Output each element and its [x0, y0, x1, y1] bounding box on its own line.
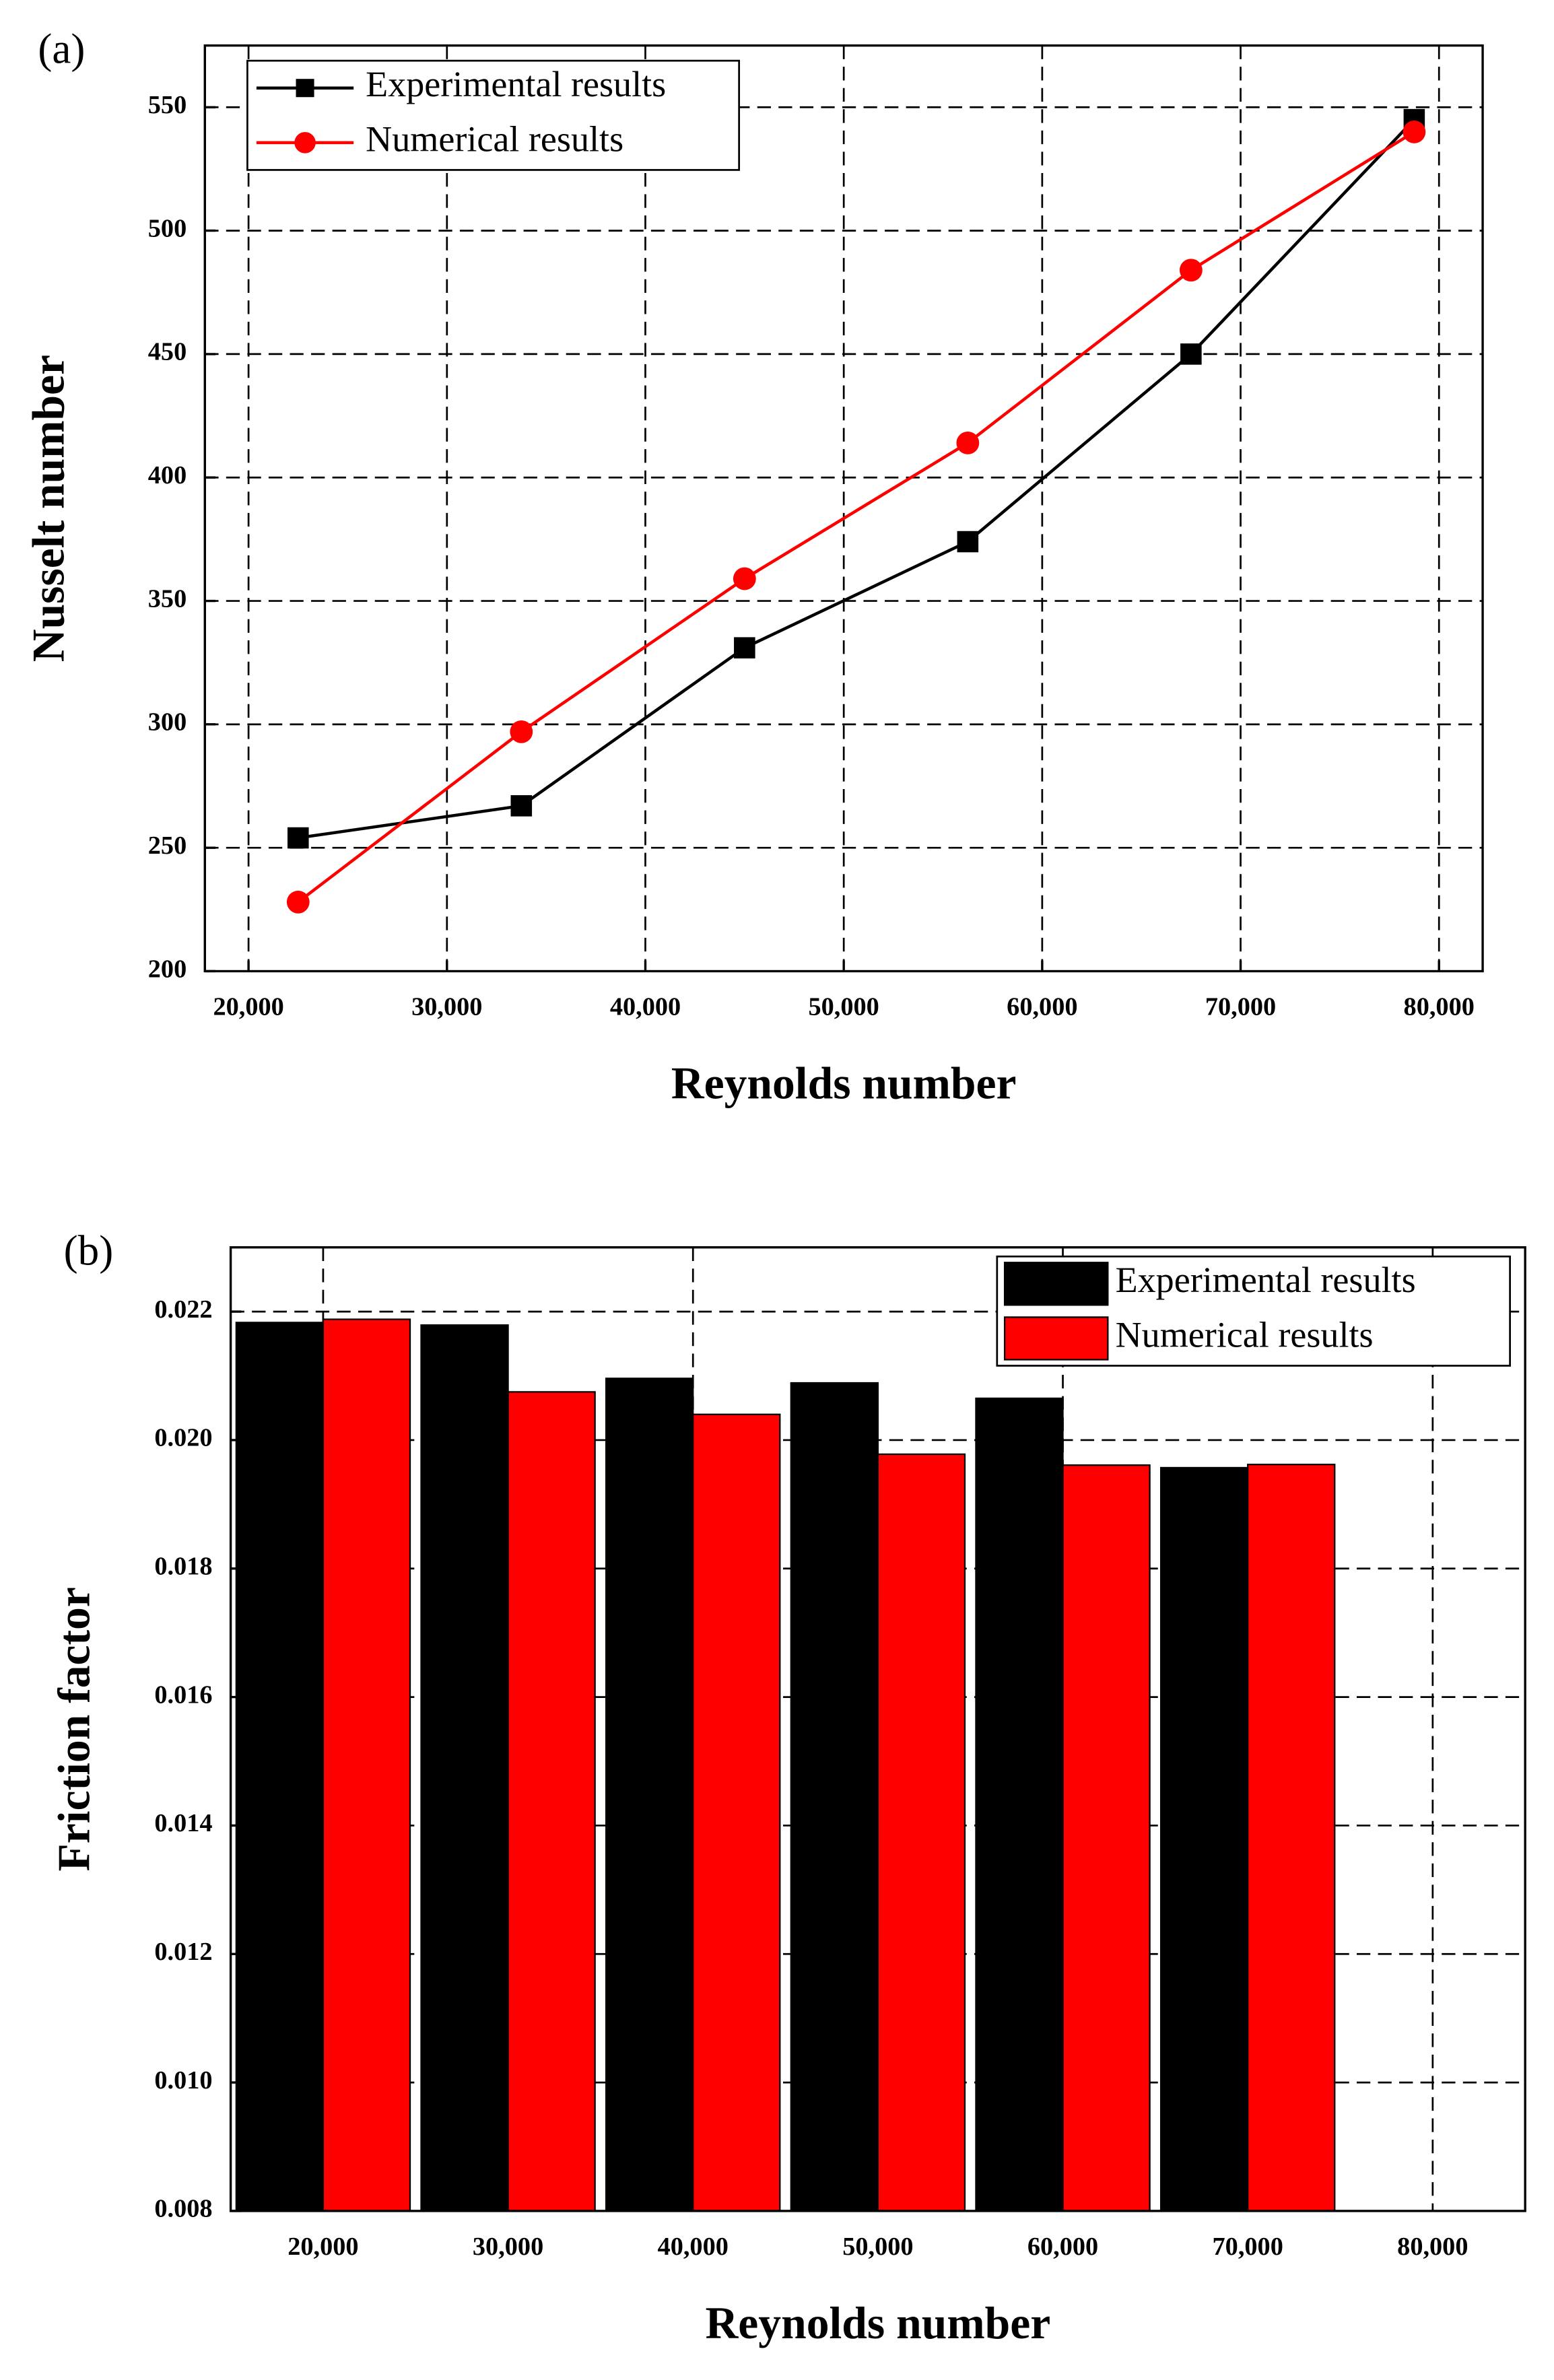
x-tick-label: 50,000 — [842, 2233, 913, 2261]
y-tick-label: 0.016 — [154, 1680, 212, 1709]
y-tick-label: 550 — [148, 91, 187, 119]
bar — [1159, 1466, 1249, 2212]
legend-label: Numerical results — [1116, 1314, 1374, 1355]
legend-marker — [294, 132, 316, 154]
x-tick-label: 40,000 — [658, 2233, 729, 2261]
y-tick-label: 0.020 — [154, 1424, 212, 1452]
bar — [420, 1324, 509, 2212]
marker — [1180, 343, 1202, 365]
y-tick-label: 0.008 — [154, 2195, 212, 2223]
x-tick-label: 40,000 — [610, 993, 681, 1021]
y-tick-label: 0.018 — [154, 1553, 212, 1581]
y-tick-label: 250 — [148, 831, 187, 860]
x-axis-title: Reynolds number — [671, 1058, 1017, 1109]
panel-label: (b) — [64, 1227, 114, 1274]
x-tick-label: 20,000 — [288, 2233, 358, 2261]
y-tick-label: 300 — [148, 708, 187, 737]
bar — [1247, 1464, 1336, 2212]
bar — [692, 1413, 781, 2212]
legend-label: Experimental results — [366, 64, 666, 104]
y-tick-label: 0.010 — [154, 2066, 212, 2095]
bar — [605, 1378, 694, 2212]
marker — [956, 431, 980, 454]
y-axis-title: Friction factor — [49, 1587, 100, 1871]
marker — [510, 795, 533, 817]
x-tick-label: 60,000 — [1027, 2233, 1098, 2261]
marker — [733, 567, 756, 590]
x-tick-label: 80,000 — [1397, 2233, 1468, 2261]
y-tick-label: 200 — [148, 955, 187, 983]
x-tick-label: 50,000 — [809, 993, 879, 1021]
plot-frame — [229, 1246, 1526, 2212]
series-line — [298, 118, 1416, 840]
legend-marker — [296, 79, 314, 98]
bar — [1062, 1464, 1151, 2212]
y-tick-label: 0.012 — [154, 1938, 212, 1966]
bar — [877, 1453, 966, 2212]
series-line — [297, 131, 1415, 904]
marker — [288, 827, 309, 849]
bar — [507, 1391, 596, 2212]
marker — [734, 637, 755, 658]
y-tick-label: 500 — [148, 214, 187, 242]
legend-label: Numerical results — [366, 118, 623, 159]
y-axis-title: Nusselt number — [23, 355, 73, 662]
x-axis-title: Reynolds number — [705, 2298, 1050, 2348]
x-tick-label: 70,000 — [1213, 2233, 1283, 2261]
x-tick-label: 30,000 — [411, 993, 482, 1021]
legend-box — [246, 59, 741, 171]
panel-label: (a) — [38, 25, 85, 72]
y-tick-label: 450 — [148, 338, 187, 366]
y-tick-label: 0.014 — [154, 1809, 212, 1837]
bar — [975, 1397, 1064, 2212]
plot-frame — [203, 44, 1484, 973]
x-tick-label: 70,000 — [1205, 993, 1276, 1021]
x-tick-label: 80,000 — [1404, 993, 1475, 1021]
marker — [1403, 121, 1426, 143]
marker — [286, 890, 310, 914]
marker — [957, 531, 979, 553]
bar — [235, 1322, 325, 2212]
x-tick-label: 60,000 — [1007, 993, 1077, 1021]
marker — [1179, 259, 1203, 282]
y-tick-label: 0.022 — [154, 1295, 212, 1324]
bar — [322, 1318, 411, 2212]
marker — [510, 720, 533, 743]
legend-swatch — [1003, 1262, 1109, 1306]
x-tick-label: 30,000 — [473, 2233, 543, 2261]
y-tick-label: 400 — [148, 461, 187, 489]
legend-swatch — [1003, 1316, 1109, 1361]
legend-label: Experimental results — [1116, 1260, 1416, 1300]
y-tick-label: 350 — [148, 584, 187, 613]
bar — [790, 1382, 879, 2212]
x-tick-label: 20,000 — [213, 993, 283, 1021]
